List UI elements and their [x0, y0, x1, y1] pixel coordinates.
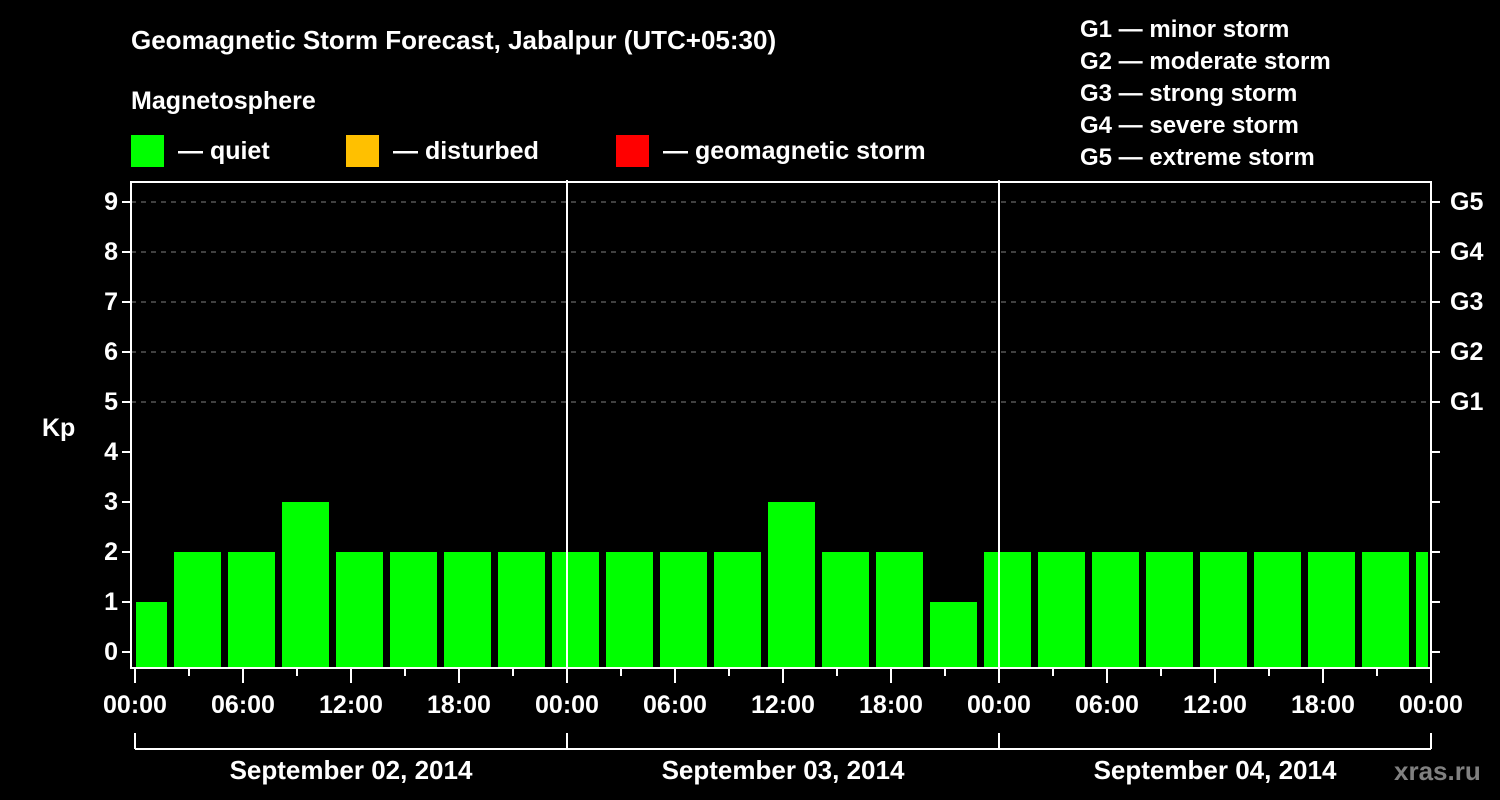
- kp-bar: [1416, 552, 1428, 667]
- g-scale-tick-label: G3: [1450, 288, 1484, 316]
- storm-scale-g5: G5 — extreme storm: [1080, 144, 1315, 171]
- quiet-swatch-icon: [131, 135, 164, 167]
- kp-bar: [822, 552, 869, 667]
- x-tick-label: 00:00: [103, 691, 167, 719]
- g-scale-tick-label: G5: [1450, 188, 1484, 216]
- storm-scale-legend: G1 — minor storm G2 — moderate storm G3 …: [1080, 14, 1331, 174]
- x-tick-label: 12:00: [751, 691, 815, 719]
- g-scale-tick-label: G2: [1450, 338, 1484, 366]
- plot-frame: [130, 181, 1432, 669]
- x-tick-label: 12:00: [319, 691, 383, 719]
- y-tick-label: 7: [104, 288, 118, 316]
- kp-bar: [282, 502, 329, 667]
- x-tick-label: 18:00: [1291, 691, 1355, 719]
- kp-bar: [1362, 552, 1409, 667]
- y-tick-label: 0: [104, 638, 118, 666]
- kp-bar: [876, 552, 923, 667]
- y-axis-label: Kp: [42, 414, 76, 442]
- storm-scale-g1: G1 — minor storm: [1080, 16, 1290, 43]
- y-tick-label: 3: [104, 488, 118, 516]
- legend-heading: Magnetosphere: [131, 87, 316, 115]
- y-tick-label: 1: [104, 588, 118, 616]
- date-label: September 02, 2014: [229, 755, 473, 785]
- kp-bar: [660, 552, 707, 667]
- x-tick-label: 00:00: [967, 691, 1031, 719]
- date-label: September 03, 2014: [661, 755, 905, 785]
- storm-scale-g4: G4 — severe storm: [1080, 112, 1299, 139]
- kp-bar: [1038, 552, 1085, 667]
- kp-bar: [1254, 552, 1301, 667]
- x-tick-label: 06:00: [211, 691, 275, 719]
- kp-bar: [1092, 552, 1139, 667]
- x-tick-label: 18:00: [859, 691, 923, 719]
- kp-bar: [336, 552, 383, 667]
- chart-title: Geomagnetic Storm Forecast, Jabalpur (UT…: [131, 25, 777, 55]
- y-tick-label: 2: [104, 538, 118, 566]
- legend-quiet-label: — quiet: [178, 136, 270, 165]
- y-tick-label: 9: [104, 188, 118, 216]
- x-tick-label: 06:00: [1075, 691, 1139, 719]
- date-label: September 04, 2014: [1093, 755, 1337, 785]
- y-tick-label: 6: [104, 338, 118, 366]
- kp-bar: [174, 552, 221, 667]
- storm-scale-g2: G2 — moderate storm: [1080, 48, 1331, 75]
- x-tick-label: 06:00: [643, 691, 707, 719]
- kp-bar: [768, 502, 815, 667]
- x-tick-label: 18:00: [427, 691, 491, 719]
- kp-bar: [714, 552, 761, 667]
- g-scale-tick-label: G1: [1450, 388, 1484, 416]
- x-tick-label: 00:00: [1399, 691, 1463, 719]
- source-credit: xras.ru: [1394, 756, 1481, 786]
- kp-bar: [1200, 552, 1247, 667]
- legend-quiet: — quiet: [131, 134, 270, 168]
- kp-bar: [1146, 552, 1193, 667]
- legend-disturbed: — disturbed: [346, 134, 539, 168]
- x-tick-label: 12:00: [1183, 691, 1247, 719]
- legend-storm-label: — geomagnetic storm: [663, 136, 926, 165]
- kp-bar: [444, 552, 491, 667]
- kp-bar: [390, 552, 437, 667]
- legend-storm: — geomagnetic storm: [616, 134, 926, 168]
- kp-bar: [984, 552, 1031, 667]
- x-tick-label: 00:00: [535, 691, 599, 719]
- y-tick-label: 4: [104, 438, 118, 466]
- kp-bar: [498, 552, 545, 667]
- storm-scale-g3: G3 — strong storm: [1080, 80, 1298, 107]
- kp-bar: [1308, 552, 1355, 667]
- storm-swatch-icon: [616, 135, 649, 167]
- y-tick-label: 8: [104, 238, 118, 266]
- kp-bar: [930, 602, 977, 667]
- y-tick-label: 5: [104, 388, 118, 416]
- disturbed-swatch-icon: [346, 135, 379, 167]
- kp-bar: [136, 602, 167, 667]
- kp-bar: [228, 552, 275, 667]
- g-scale-tick-label: G4: [1450, 238, 1484, 266]
- kp-bar: [606, 552, 653, 667]
- kp-bar: [552, 552, 599, 667]
- legend-disturbed-label: — disturbed: [393, 136, 539, 165]
